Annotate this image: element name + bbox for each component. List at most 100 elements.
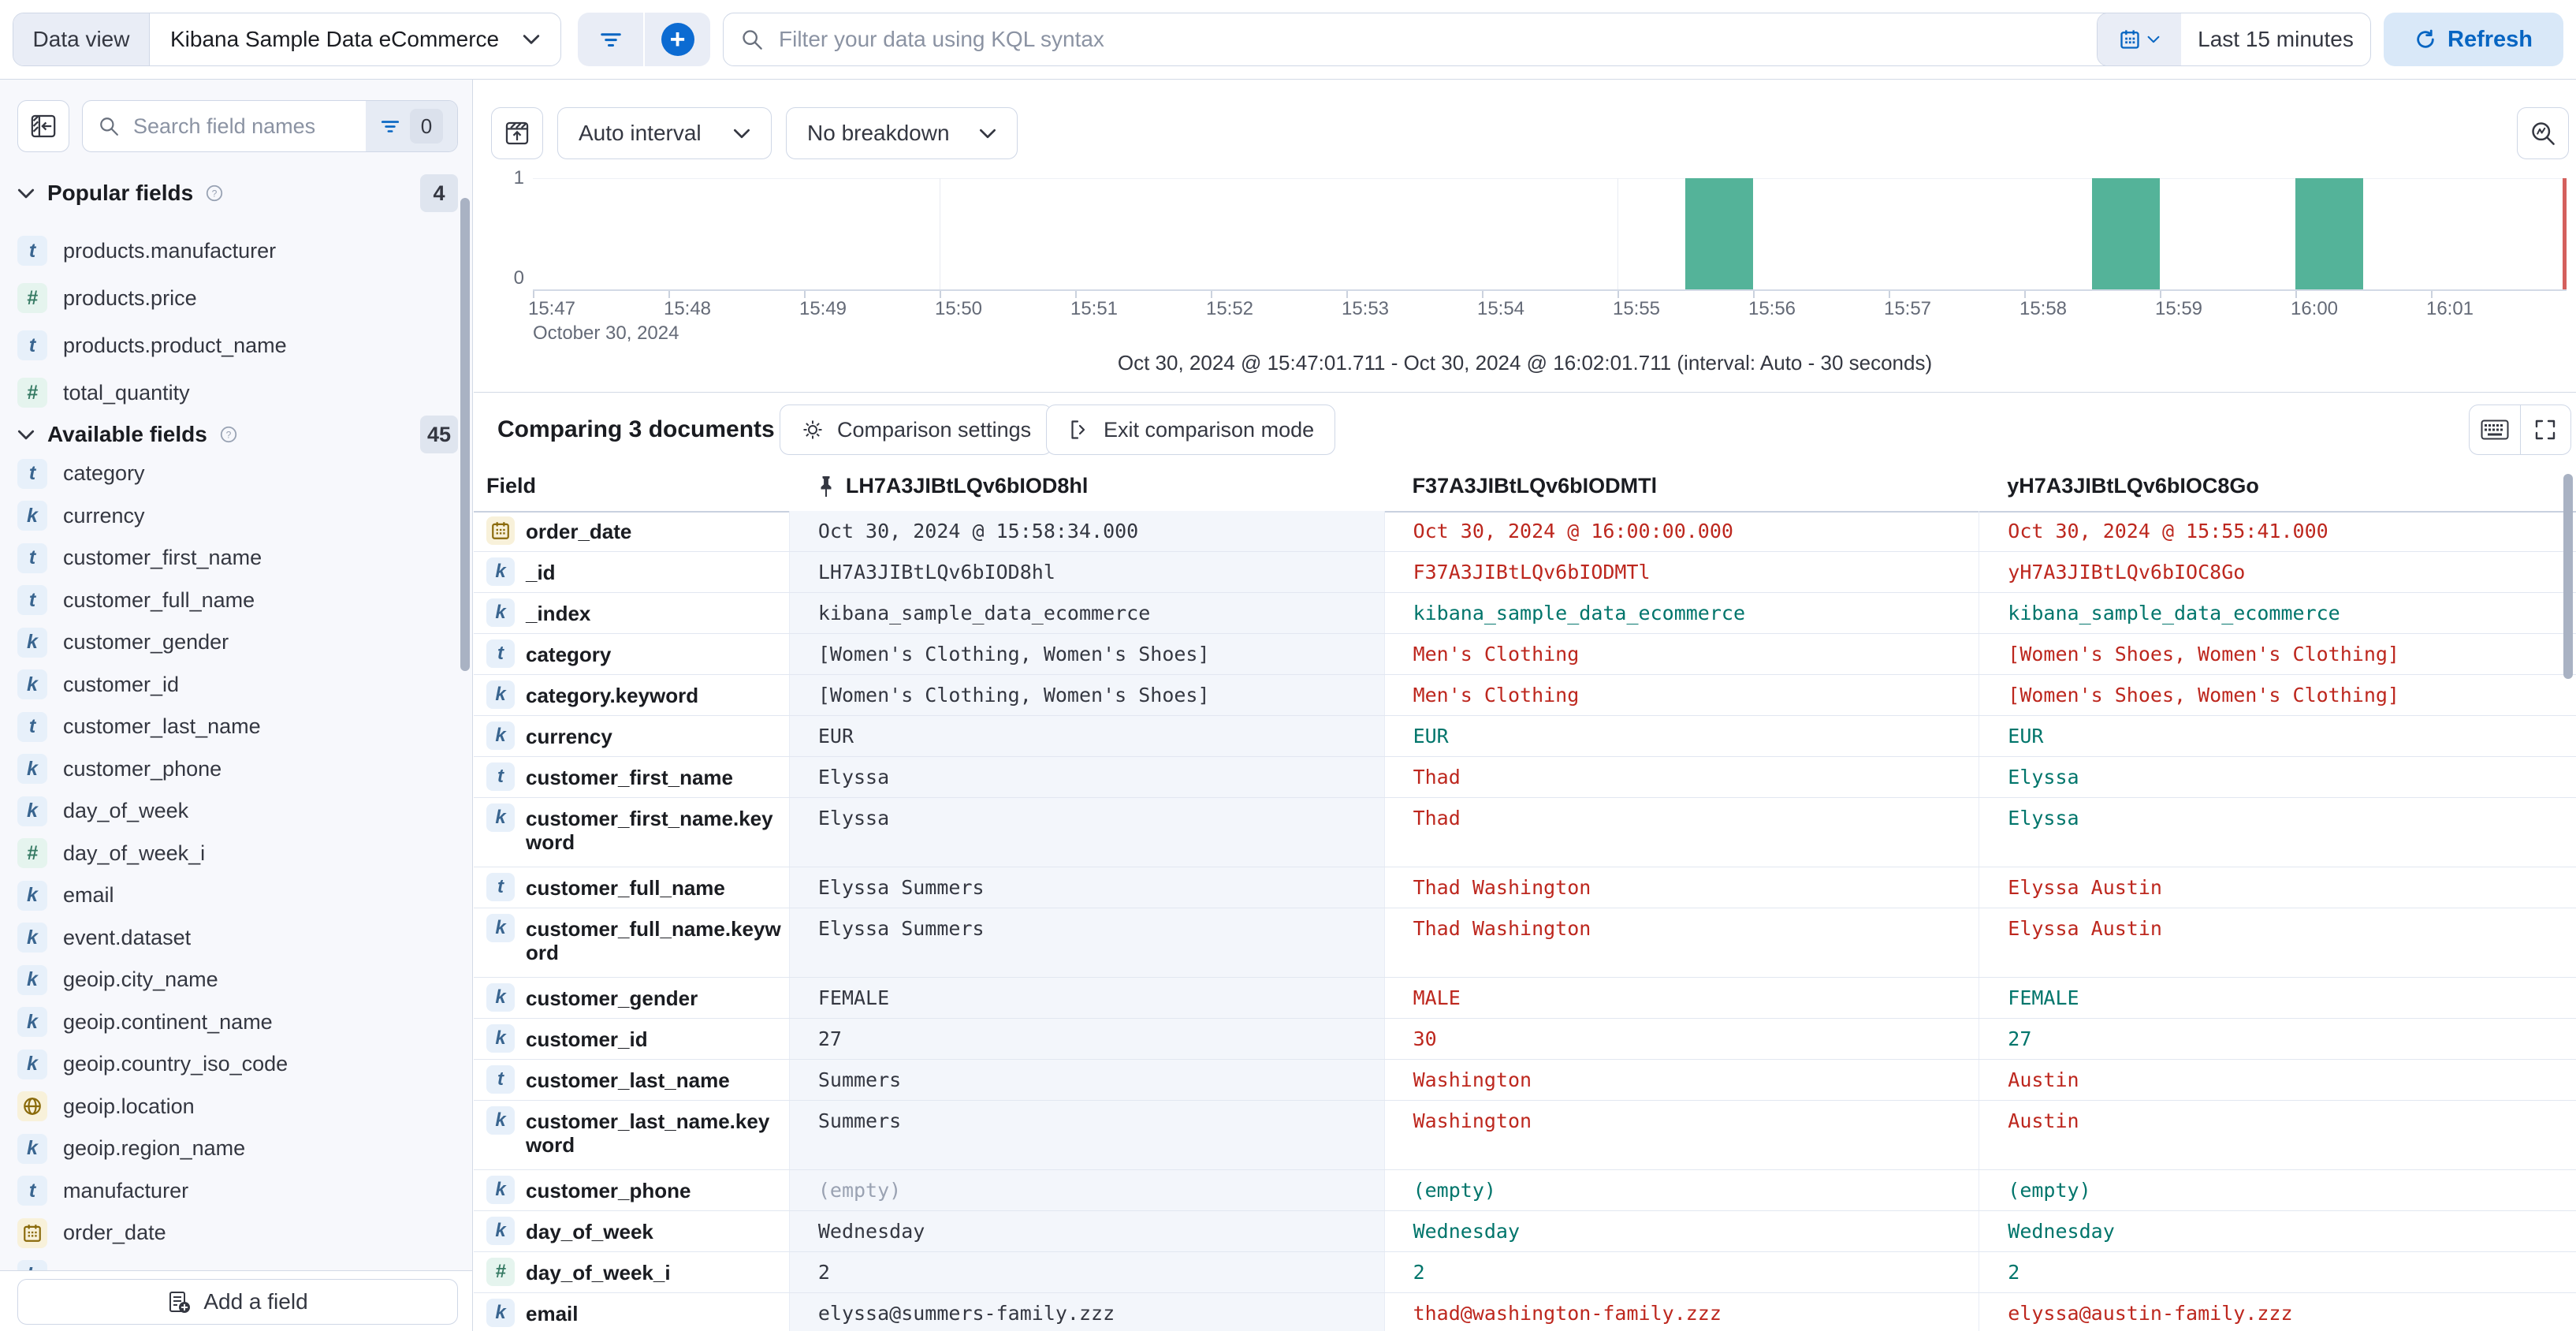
- sidebar-field-item-event.dataset[interactable]: k event.dataset: [0, 917, 461, 960]
- chart-options-button[interactable]: [491, 107, 543, 159]
- field-name-label: email: [63, 883, 114, 908]
- available-fields-header[interactable]: Available fields ? 45: [17, 416, 458, 453]
- sidebar-field-item-order_date[interactable]: order_date: [0, 1212, 461, 1255]
- field-name-label: geoip.city_name: [63, 967, 218, 992]
- field-filter-button[interactable]: 0: [366, 101, 457, 151]
- document-column-header[interactable]: F37A3JIBtLQv6bIODMTl: [1384, 474, 1979, 498]
- add-a-field-button[interactable]: Add a field: [17, 1279, 458, 1325]
- doc-value-cell: 27: [1979, 1019, 2576, 1059]
- sidebar-field-item-geoip.city_name[interactable]: k geoip.city_name: [0, 959, 461, 1001]
- k-field-type-icon: k: [17, 964, 47, 995]
- exit-comparison-mode-button[interactable]: Exit comparison mode: [1046, 405, 1336, 455]
- pinned-document-column-header[interactable]: LH7A3JIBtLQv6bIOD8hl: [789, 474, 1384, 498]
- sidebar-field-item-category[interactable]: t category: [0, 453, 461, 495]
- kql-search-input[interactable]: [777, 26, 2151, 53]
- refresh-button[interactable]: Refresh: [2384, 13, 2563, 66]
- doc-value-cell: EUR: [1383, 716, 1979, 756]
- date-picker-button[interactable]: [2098, 13, 2181, 65]
- histogram-bar[interactable]: [1685, 178, 1753, 289]
- field-name-cell: order_date: [474, 511, 789, 551]
- histogram-bar[interactable]: [2295, 178, 2363, 289]
- x-axis-line: [533, 289, 2567, 291]
- field-name-cell: k customer_full_name.keyword: [474, 908, 789, 977]
- k-field-type-icon: k: [486, 598, 515, 627]
- table-scrollbar[interactable]: [2563, 474, 2573, 679]
- collapse-sidebar-button[interactable]: [17, 100, 69, 152]
- document-id-label: LH7A3JIBtLQv6bIOD8hl: [845, 474, 1089, 498]
- breakdown-select[interactable]: No breakdown: [786, 107, 1018, 159]
- comparison-table-row-currency: k currency EUR EUR EUR: [474, 716, 2576, 757]
- discover-main-panel: Auto interval No breakdown 1 0 October 3…: [474, 80, 2576, 1331]
- sidebar-field-item-currency[interactable]: k currency: [0, 495, 461, 538]
- sidebar-field-item-customer_phone[interactable]: k customer_phone: [0, 748, 461, 791]
- field-name-cell: k customer_first_name.keyword: [474, 798, 789, 867]
- histogram-panel-icon: [504, 120, 530, 147]
- comparison-settings-button[interactable]: Comparison settings: [780, 405, 1053, 455]
- sidebar-field-item-geoip.region_name[interactable]: k geoip.region_name: [0, 1128, 461, 1170]
- histogram-bar[interactable]: [2092, 178, 2160, 289]
- time-range-picker[interactable]: Last 15 minutes: [2097, 13, 2371, 66]
- popular-fields-header[interactable]: Popular fields ? 4: [17, 174, 458, 212]
- time-range-value[interactable]: Last 15 minutes: [2198, 27, 2354, 51]
- x-axis-tick-label: 15:47: [527, 298, 576, 319]
- field-search-box[interactable]: 0: [82, 100, 458, 152]
- field-name-label: geoip.country_iso_code: [63, 1052, 288, 1076]
- sidebar-field-item-total_quantity[interactable]: # total_quantity: [0, 369, 461, 416]
- chevron-down-icon: [17, 430, 35, 440]
- t-field-type-icon: t: [17, 1176, 47, 1206]
- document-histogram-chart[interactable]: 1 0 October 30, 2024 15:47 15:48 15:49 15:5…: [474, 80, 2576, 348]
- field-name-label: order_date: [63, 1221, 166, 1245]
- doc-value-cell: 27: [788, 1019, 1384, 1059]
- field-search-input[interactable]: [132, 113, 366, 140]
- k-field-type-icon: k: [17, 880, 47, 911]
- collapse-panel-icon: [30, 113, 57, 140]
- x-axis-date-context: October 30, 2024: [533, 322, 679, 344]
- sidebar-field-item-customer_first_name[interactable]: t customer_first_name: [0, 537, 461, 580]
- sidebar-field-item-products.product_name[interactable]: t products.product_name: [0, 322, 461, 369]
- sidebar-field-item-customer_last_name[interactable]: t customer_last_name: [0, 706, 461, 748]
- sidebar-field-item-day_of_week[interactable]: k day_of_week: [0, 790, 461, 833]
- sidebar-field-item-customer_full_name[interactable]: t customer_full_name: [0, 580, 461, 622]
- sidebar-field-item-partial[interactable]: k: [0, 1255, 461, 1271]
- field-name-label: category: [526, 643, 612, 666]
- doc-value-cell: Thad Washington: [1383, 867, 1979, 908]
- sidebar-field-item-customer_id[interactable]: k customer_id: [0, 664, 461, 707]
- sidebar-field-item-geoip.country_iso_code[interactable]: k geoip.country_iso_code: [0, 1043, 461, 1086]
- edit-visualization-button[interactable]: [2517, 107, 2569, 159]
- field-name-label: email: [526, 1302, 579, 1325]
- sidebar-scrollbar[interactable]: [460, 198, 470, 671]
- sidebar-field-item-products.manufacturer[interactable]: t products.manufacturer: [0, 227, 461, 274]
- sidebar-field-item-customer_gender[interactable]: k customer_gender: [0, 621, 461, 664]
- auto-interval-select[interactable]: Auto interval: [557, 107, 772, 159]
- sidebar-field-item-manufacturer[interactable]: t manufacturer: [0, 1170, 461, 1213]
- t-field-type-icon: t: [17, 711, 47, 742]
- kql-query-bar[interactable]: [723, 13, 2169, 66]
- doc-value-cell: [Women's Shoes, Women's Clothing]: [1979, 675, 2576, 715]
- data-view-picker[interactable]: Data view Kibana Sample Data eCommerce: [13, 13, 561, 66]
- keyboard-shortcuts-button[interactable]: [2470, 405, 2520, 454]
- x-axis-tick-mark: [2024, 291, 2026, 298]
- field-name-label: customer_last_name: [63, 714, 261, 739]
- document-column-header[interactable]: yH7A3JIBtLQv6bIOC8Go: [1979, 474, 2576, 498]
- svg-text:?: ?: [225, 429, 231, 440]
- field-name-label: customer_full_name.keyword: [526, 917, 781, 964]
- t-field-type-icon: t: [486, 873, 515, 901]
- k-field-type-icon: k: [17, 1260, 47, 1271]
- comparison-table-row-_index: k _index kibana_sample_data_ecommerce kiban…: [474, 593, 2576, 634]
- field-name-label: products.manufacturer: [63, 238, 277, 263]
- sidebar-field-item-geoip.continent_name[interactable]: k geoip.continent_name: [0, 1001, 461, 1044]
- sidebar-field-item-day_of_week_i[interactable]: # day_of_week_i: [0, 833, 461, 875]
- doc-value-cell: Thad Washington: [1383, 908, 1979, 977]
- x-axis-tick-label: 16:01: [2425, 298, 2474, 319]
- field-name-label: order_date: [526, 520, 632, 543]
- fullscreen-button[interactable]: [2519, 405, 2571, 454]
- sidebar-field-item-geoip.location[interactable]: geoip.location: [0, 1086, 461, 1128]
- sidebar-field-item-email[interactable]: k email: [0, 874, 461, 917]
- add-filter-button[interactable]: +: [643, 13, 710, 66]
- sidebar-field-item-products.price[interactable]: # products.price: [0, 274, 461, 322]
- doc-value-cell: 2: [788, 1252, 1384, 1292]
- filter-icon[interactable]: [578, 13, 643, 66]
- field-name-label: currency: [526, 725, 612, 748]
- breakdown-label: No breakdown: [807, 121, 950, 145]
- doc-value-cell: kibana_sample_data_ecommerce: [1383, 593, 1979, 633]
